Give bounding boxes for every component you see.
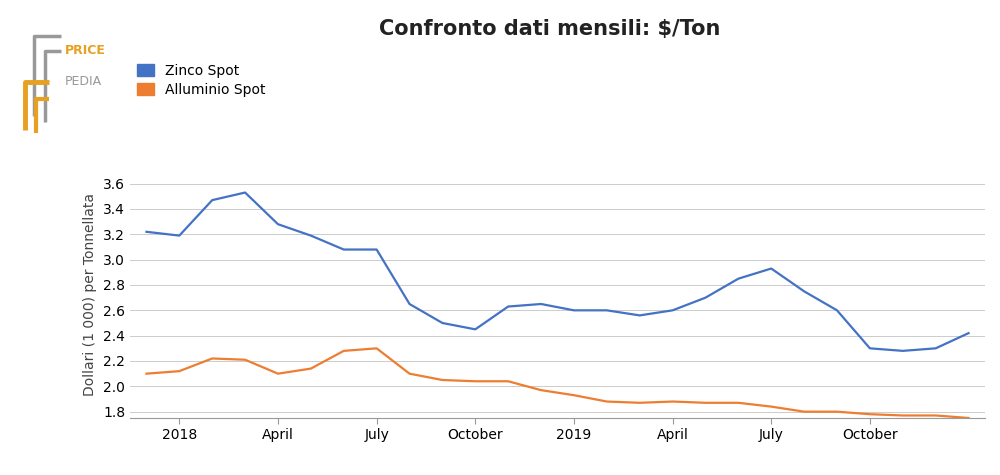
Legend: Zinco Spot, Alluminio Spot: Zinco Spot, Alluminio Spot	[137, 64, 265, 97]
Text: PEDIA: PEDIA	[65, 75, 102, 88]
Y-axis label: Dollari (1 000) per Tonnellata: Dollari (1 000) per Tonnellata	[83, 193, 97, 396]
Text: Confronto dati mensili: $/Ton: Confronto dati mensili: $/Ton	[379, 19, 721, 39]
Text: PRICE: PRICE	[65, 45, 106, 57]
